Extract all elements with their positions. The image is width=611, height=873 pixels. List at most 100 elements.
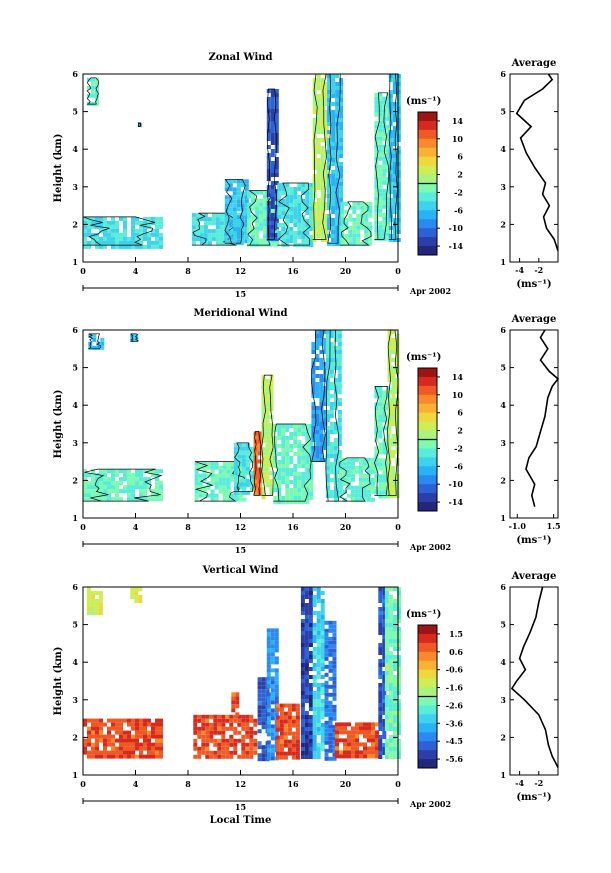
data-cell [323, 386, 328, 390]
data-cell [233, 474, 238, 479]
data-cell [291, 739, 296, 744]
data-cell [300, 707, 305, 711]
data-cell [279, 727, 284, 732]
contour-line [247, 190, 278, 246]
data-cell [374, 224, 379, 229]
data-cell [98, 595, 103, 599]
data-cell [155, 244, 159, 249]
data-cell [312, 98, 317, 102]
data-cell [285, 235, 290, 239]
data-cell [392, 667, 397, 671]
data-cell [396, 619, 401, 623]
data-cell [91, 742, 95, 747]
data-cell [378, 486, 383, 491]
data-cell [107, 738, 111, 743]
data-cell [202, 489, 207, 494]
data-cell [378, 402, 383, 407]
data-cell [308, 703, 313, 707]
data-cell [207, 217, 212, 222]
data-cell [123, 473, 127, 478]
data-cell [337, 410, 342, 414]
data-cell [325, 334, 330, 338]
data-cell [285, 440, 290, 444]
data-cell [277, 472, 282, 476]
data-cell [356, 241, 361, 246]
data-cell [139, 473, 143, 478]
data-cell [350, 469, 355, 474]
data-cell [356, 225, 361, 230]
data-cell [224, 195, 229, 200]
data-cell [131, 477, 135, 482]
data-cell [387, 390, 392, 394]
data-cell [304, 743, 309, 747]
data-cell [287, 719, 292, 724]
data-cell [319, 366, 324, 370]
data-cell [127, 236, 131, 241]
data-cell [308, 623, 313, 627]
data-cell [83, 244, 87, 249]
data-cell [261, 689, 266, 694]
data-cell [103, 232, 107, 237]
data-cell [91, 726, 95, 731]
data-cell [233, 446, 238, 451]
data-cell [378, 623, 383, 627]
data-cell [332, 756, 337, 761]
data-cell [215, 225, 220, 230]
data-cell [221, 714, 226, 719]
data-cell [328, 716, 333, 721]
data-cell [300, 719, 305, 723]
data-cell [384, 723, 389, 727]
data-cell [374, 152, 379, 157]
data-cell [332, 668, 337, 673]
data-cell [331, 102, 336, 106]
data-cell [328, 748, 333, 753]
data-cell [151, 722, 155, 727]
data-cell [83, 493, 87, 498]
data-cell [392, 699, 397, 703]
data-cell [329, 490, 334, 494]
data-cell [277, 480, 282, 484]
data-cell [91, 469, 95, 474]
data-cell [304, 619, 309, 623]
data-cell [143, 722, 147, 727]
data-cell [335, 154, 340, 158]
data-cell [382, 619, 387, 623]
data-cell [362, 473, 367, 478]
data-cell [91, 477, 95, 482]
data-cell [274, 133, 279, 137]
data-cell [315, 406, 320, 410]
data-cell [119, 216, 123, 221]
data-cell [300, 715, 305, 719]
data-cell [225, 746, 230, 751]
data-cell [350, 489, 355, 494]
data-cell [139, 730, 143, 735]
data-cell [249, 726, 254, 731]
data-cell [151, 489, 155, 494]
data-cell [378, 398, 383, 403]
data-cell [339, 138, 344, 142]
data-cell [274, 129, 279, 133]
data-cell [265, 399, 270, 404]
contour-line [374, 92, 389, 240]
data-cell [255, 210, 260, 215]
data-cell [107, 240, 111, 245]
data-cell [382, 220, 387, 225]
data-cell [221, 742, 226, 747]
data-cell [147, 477, 151, 482]
data-cell [253, 730, 258, 735]
data-cell [155, 722, 159, 727]
data-cell [274, 688, 279, 693]
data-cell [147, 232, 151, 237]
data-cell [391, 454, 396, 458]
data-cell [386, 92, 391, 97]
data-cell [210, 465, 215, 470]
data-cell [217, 722, 222, 727]
data-cell [287, 711, 292, 716]
data-cell [396, 611, 401, 615]
data-cell [95, 497, 99, 502]
data-cell [159, 718, 163, 723]
data-cell [300, 611, 305, 615]
data-cell [339, 754, 343, 759]
data-cell [327, 206, 332, 210]
data-cell [359, 722, 363, 727]
